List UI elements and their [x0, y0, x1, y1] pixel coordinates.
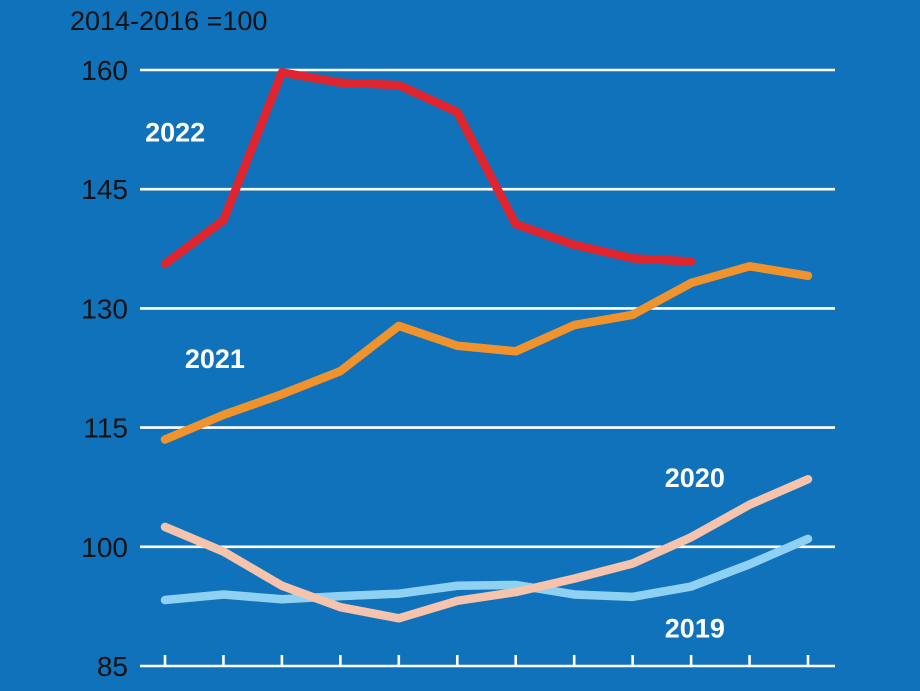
axis-note: 2014-2016 =100: [70, 6, 267, 36]
series-line-2022: [160, 68, 696, 269]
y-axis-label-85: 85: [97, 651, 128, 682]
y-axis-label-130: 130: [81, 293, 128, 324]
series-label-2019: 2019: [665, 613, 725, 643]
y-axis-label-145: 145: [81, 174, 128, 205]
series-line-2021: [160, 262, 813, 444]
series-label-2022: 2022: [145, 118, 205, 148]
series-line-2020: [160, 475, 813, 623]
y-axis-label-160: 160: [81, 55, 128, 86]
y-axis-label-100: 100: [81, 532, 128, 563]
series-line-2019: [160, 534, 813, 605]
y-axis-label-115: 115: [83, 413, 128, 444]
series-label-2020: 2020: [665, 463, 725, 493]
series-label-2021: 2021: [185, 344, 245, 374]
